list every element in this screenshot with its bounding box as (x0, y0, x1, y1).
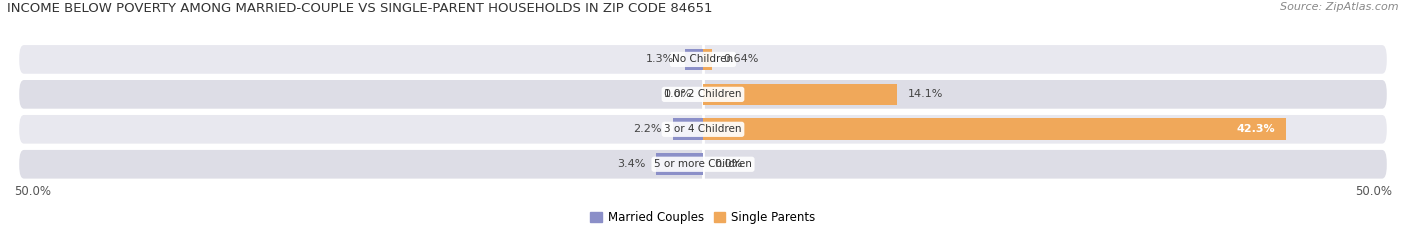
Text: No Children: No Children (672, 55, 734, 64)
Text: 0.0%: 0.0% (714, 159, 742, 169)
Legend: Married Couples, Single Parents: Married Couples, Single Parents (586, 206, 820, 229)
Bar (685, 49, 703, 70)
Text: 3.4%: 3.4% (617, 159, 645, 169)
Text: Source: ZipAtlas.com: Source: ZipAtlas.com (1281, 2, 1399, 12)
Bar (703, 49, 711, 70)
Text: 50.0%: 50.0% (14, 185, 51, 198)
Bar (672, 118, 703, 140)
Bar (703, 118, 1286, 140)
Bar (703, 83, 897, 105)
Bar (657, 153, 703, 175)
Text: 14.1%: 14.1% (908, 89, 943, 99)
Text: 0.64%: 0.64% (723, 55, 758, 64)
Text: 0.0%: 0.0% (664, 89, 692, 99)
Text: 3 or 4 Children: 3 or 4 Children (664, 124, 742, 134)
Text: INCOME BELOW POVERTY AMONG MARRIED-COUPLE VS SINGLE-PARENT HOUSEHOLDS IN ZIP COD: INCOME BELOW POVERTY AMONG MARRIED-COUPL… (7, 2, 713, 15)
Text: 5 or more Children: 5 or more Children (654, 159, 752, 169)
Text: 1.3%: 1.3% (645, 55, 673, 64)
Text: 50.0%: 50.0% (1355, 185, 1392, 198)
FancyBboxPatch shape (18, 149, 1388, 180)
Text: 1 or 2 Children: 1 or 2 Children (664, 89, 742, 99)
FancyBboxPatch shape (18, 79, 1388, 110)
FancyBboxPatch shape (18, 44, 1388, 75)
Text: 2.2%: 2.2% (633, 124, 662, 134)
Text: 42.3%: 42.3% (1236, 124, 1275, 134)
FancyBboxPatch shape (18, 114, 1388, 145)
